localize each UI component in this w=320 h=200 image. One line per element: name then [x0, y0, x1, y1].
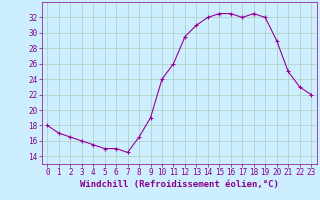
- X-axis label: Windchill (Refroidissement éolien,°C): Windchill (Refroidissement éolien,°C): [80, 180, 279, 189]
